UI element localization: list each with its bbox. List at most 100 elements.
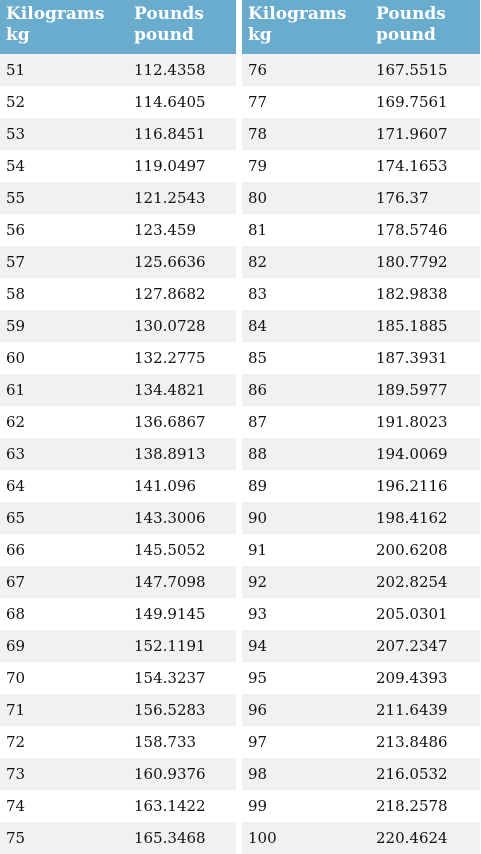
table-row: 73 160.9376 <box>0 758 236 790</box>
pounds-cell: 156.5283 <box>134 701 206 719</box>
table-row: 92 202.8254 <box>242 566 480 598</box>
table-row: 78 171.9607 <box>242 118 480 150</box>
pounds-cell: 209.4393 <box>376 669 448 687</box>
kilograms-cell: 71 <box>6 701 26 719</box>
kilograms-cell: 88 <box>248 445 268 463</box>
pounds-cell: 136.6867 <box>134 413 206 431</box>
table-row: 56 123.459 <box>0 214 236 246</box>
table-row: 90 198.4162 <box>242 502 480 534</box>
table-divider <box>236 0 242 854</box>
table-row: 61 134.4821 <box>0 374 236 406</box>
kilograms-cell: 63 <box>6 445 26 463</box>
table-body: 76 167.5515 77 169.7561 78 171.9607 79 174.1653… <box>242 54 480 854</box>
pounds-cell: 149.9145 <box>134 605 206 623</box>
kilograms-cell: 93 <box>248 605 268 623</box>
kilograms-cell: 66 <box>6 541 26 559</box>
table-row: 54 119.0497 <box>0 150 236 182</box>
conversion-table-left: Kilograms kg Pounds pound 51 112.4358 52 11… <box>0 0 236 854</box>
pounds-cell: 145.5052 <box>134 541 206 559</box>
table-row: 80 176.37 <box>242 182 480 214</box>
table-row: 60 132.2775 <box>0 342 236 374</box>
kilograms-cell: 52 <box>6 93 26 111</box>
table-row: 94 207.2347 <box>242 630 480 662</box>
pounds-cell: 182.9838 <box>376 285 448 303</box>
pounds-cell: 127.8682 <box>134 285 206 303</box>
kilograms-cell: 87 <box>248 413 268 431</box>
kilograms-cell: 70 <box>6 669 26 687</box>
pounds-cell: 180.7792 <box>376 253 448 271</box>
kilograms-cell: 90 <box>248 509 268 527</box>
table-row: 67 147.7098 <box>0 566 236 598</box>
table-row: 52 114.6405 <box>0 86 236 118</box>
pounds-cell: 152.1191 <box>134 637 206 655</box>
pounds-cell: 200.6208 <box>376 541 448 559</box>
table-header: Kilograms kg Pounds pound <box>0 0 236 54</box>
table-row: 63 138.8913 <box>0 438 236 470</box>
table-row: 81 178.5746 <box>242 214 480 246</box>
pounds-cell: 158.733 <box>134 733 197 751</box>
kilograms-cell: 68 <box>6 605 26 623</box>
header-kg-unit: kg <box>6 25 30 45</box>
table-row: 74 163.1422 <box>0 790 236 822</box>
header-pound-unit: pound <box>376 25 436 45</box>
kilograms-cell: 86 <box>248 381 268 399</box>
pounds-cell: 167.5515 <box>376 61 448 79</box>
table-row: 75 165.3468 <box>0 822 236 854</box>
table-row: 55 121.2543 <box>0 182 236 214</box>
pounds-cell: 205.0301 <box>376 605 448 623</box>
pounds-cell: 141.096 <box>134 477 197 495</box>
kilograms-cell: 65 <box>6 509 26 527</box>
kilograms-cell: 85 <box>248 349 268 367</box>
header-kilograms: Kilograms kg <box>242 0 372 54</box>
pounds-cell: 134.4821 <box>134 381 206 399</box>
pounds-cell: 154.3237 <box>134 669 206 687</box>
table-row: 85 187.3931 <box>242 342 480 374</box>
pounds-cell: 178.5746 <box>376 221 448 239</box>
pounds-cell: 196.2116 <box>376 477 448 495</box>
kilograms-cell: 99 <box>248 797 268 815</box>
header-kg-unit: kg <box>248 25 272 45</box>
pounds-cell: 112.4358 <box>134 61 206 79</box>
table-row: 57 125.6636 <box>0 246 236 278</box>
kilograms-cell: 76 <box>248 61 268 79</box>
kilograms-cell: 74 <box>6 797 26 815</box>
kilograms-cell: 51 <box>6 61 26 79</box>
table-row: 64 141.096 <box>0 470 236 502</box>
kilograms-cell: 95 <box>248 669 268 687</box>
kilograms-cell: 78 <box>248 125 268 143</box>
kilograms-cell: 97 <box>248 733 268 751</box>
kilograms-cell: 81 <box>248 221 268 239</box>
kilograms-cell: 72 <box>6 733 26 751</box>
kilograms-cell: 53 <box>6 125 26 143</box>
table-row: 95 209.4393 <box>242 662 480 694</box>
table-row: 91 200.6208 <box>242 534 480 566</box>
kilograms-cell: 60 <box>6 349 26 367</box>
kilograms-cell: 100 <box>248 829 277 847</box>
table-header: Kilograms kg Pounds pound <box>242 0 480 54</box>
pounds-cell: 191.8023 <box>376 413 448 431</box>
table-row: 79 174.1653 <box>242 150 480 182</box>
table-row: 58 127.8682 <box>0 278 236 310</box>
kilograms-cell: 64 <box>6 477 26 495</box>
pounds-cell: 121.2543 <box>134 189 206 207</box>
table-row: 71 156.5283 <box>0 694 236 726</box>
pounds-cell: 213.8486 <box>376 733 448 751</box>
table-row: 53 116.8451 <box>0 118 236 150</box>
table-row: 66 145.5052 <box>0 534 236 566</box>
table-row: 70 154.3237 <box>0 662 236 694</box>
header-pounds: Pounds pound <box>130 0 204 54</box>
pounds-cell: 138.8913 <box>134 445 206 463</box>
kilograms-cell: 80 <box>248 189 268 207</box>
table-row: 65 143.3006 <box>0 502 236 534</box>
pounds-cell: 116.8451 <box>134 125 206 143</box>
pounds-cell: 202.8254 <box>376 573 448 591</box>
pounds-cell: 147.7098 <box>134 573 206 591</box>
table-row: 82 180.7792 <box>242 246 480 278</box>
table-row: 69 152.1191 <box>0 630 236 662</box>
table-row: 87 191.8023 <box>242 406 480 438</box>
pounds-cell: 171.9607 <box>376 125 448 143</box>
table-row: 77 169.7561 <box>242 86 480 118</box>
table-row: 98 216.0532 <box>242 758 480 790</box>
table-row: 76 167.5515 <box>242 54 480 86</box>
pounds-cell: 198.4162 <box>376 509 448 527</box>
